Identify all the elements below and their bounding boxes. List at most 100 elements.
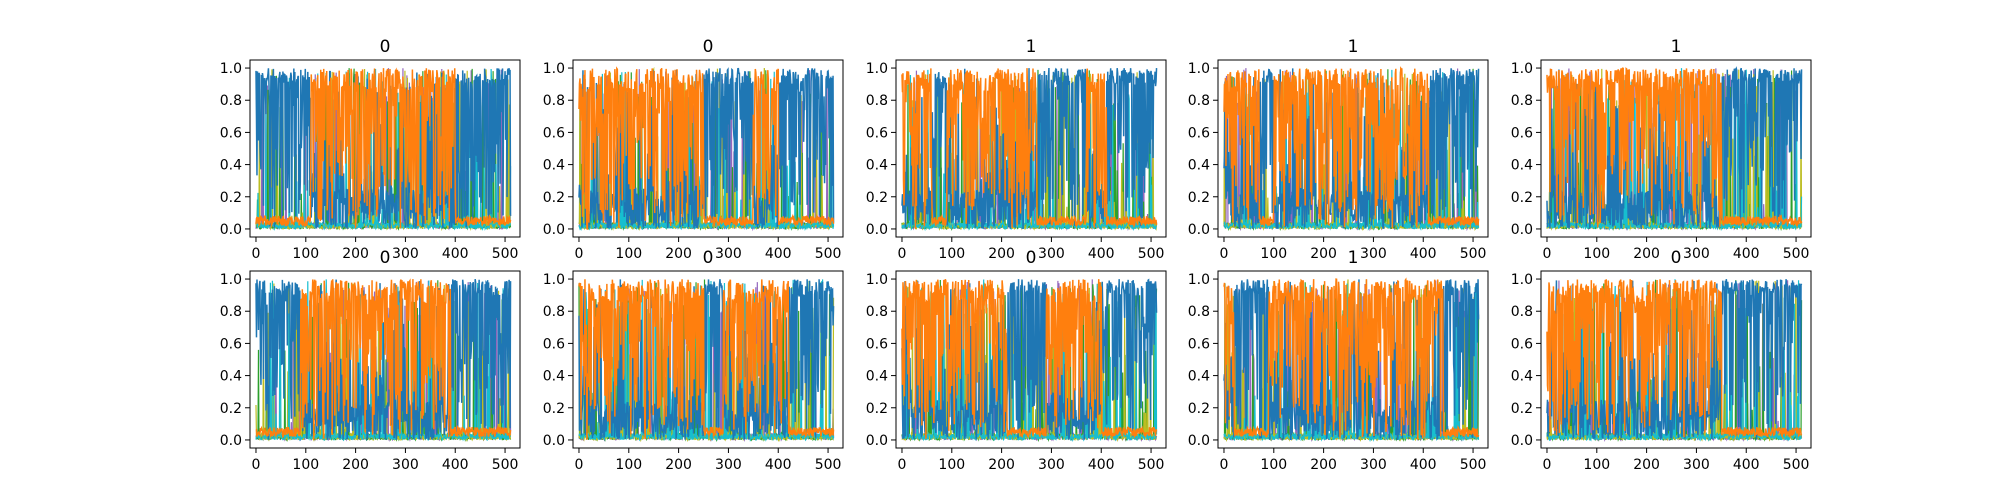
series-line-0 [255,68,512,229]
x-tick-label: 500 [1138,457,1165,473]
x-tick-label: 100 [615,457,642,473]
x-tick-label: 200 [342,246,369,262]
x-tick-label: 0 [1220,457,1229,473]
y-tick-label: 0.8 [866,304,888,320]
x-tick-label: 0 [898,246,907,262]
subplot-5: 0 100 200 300 400 500 0.0 0.2 0.4 0.6 0.8 1.0 0 [220,248,521,473]
y-tick-label: 1.0 [866,61,888,77]
series-line-0 [1223,68,1480,230]
plot-area [578,279,835,443]
y-tick-label: 1.0 [866,272,888,288]
subplot-8: 0 100 200 300 400 500 0.0 0.2 0.4 0.6 0.8 1.0 1 [1188,248,1489,473]
x-tick-label: 500 [492,246,519,262]
x-tick-label: 100 [292,457,319,473]
axes-frame [895,59,1167,238]
x-tick-label: 400 [442,457,469,473]
series-line-1 [1223,69,1480,231]
x-tick-label: 0 [898,457,907,473]
y-tick-label: 0.0 [543,433,565,449]
x-tick-label: 300 [715,246,742,262]
y-tick-label: 0.2 [543,401,565,417]
plot-area [901,67,1158,232]
subplot-title: 1 [1671,37,1682,57]
x-tick-label: 500 [1460,246,1487,262]
y-tick-label: 0.2 [543,190,565,206]
x-tick-label: 100 [938,246,965,262]
subplot-title: 0 [1026,248,1037,268]
y-tick-label: 0.2 [866,190,888,206]
plot-area [578,66,835,232]
series-line-5 [1223,277,1480,440]
y-tick-label: 0.0 [866,433,888,449]
x-tick-label: 0 [575,246,584,262]
x-tick-label: 400 [1733,457,1760,473]
x-tick-label: 200 [1633,457,1660,473]
axes-frame [1540,59,1812,238]
series-line-5 [578,279,835,440]
x-tick-label: 300 [1683,457,1710,473]
y-tick-label: 1.0 [220,61,242,77]
subplot-title: 0 [380,248,391,268]
x-tick-label: 400 [1410,457,1437,473]
y-tick-label: 0.6 [543,125,565,141]
y-tick-label: 0.8 [1511,304,1533,320]
x-tick-label: 300 [1038,457,1065,473]
x-tick-label: 500 [1460,457,1487,473]
y-tick-label: 0.0 [1188,222,1210,238]
y-tick-label: 0.0 [543,222,565,238]
x-tick-label: 400 [1410,246,1437,262]
y-tick-label: 0.8 [220,304,242,320]
x-tick-label: 300 [392,246,419,262]
x-tick-label: 300 [1360,246,1387,262]
plot-area [255,278,512,443]
y-tick-label: 0.4 [1188,369,1210,385]
x-tick-label: 100 [1260,246,1287,262]
y-tick-label: 0.0 [866,222,888,238]
y-tick-label: 1.0 [543,272,565,288]
y-tick-label: 0.8 [1188,304,1210,320]
plot-area [255,67,512,232]
y-tick-label: 0.8 [220,93,242,109]
y-tick-label: 0.0 [220,433,242,449]
series-line-5 [901,278,1158,439]
series-line-1 [578,279,835,442]
axes-frame [895,270,1167,449]
x-tick-label: 400 [442,246,469,262]
y-tick-label: 0.2 [220,401,242,417]
series-line-1 [901,69,1158,232]
axes-frame [1217,270,1489,449]
subplot-6: 0 100 200 300 400 500 0.0 0.2 0.4 0.6 0.8 1.0 0 [543,248,844,473]
plot-area [1223,277,1480,443]
x-tick-label: 300 [1683,246,1710,262]
y-tick-label: 0.0 [1511,222,1533,238]
y-tick-label: 1.0 [543,61,565,77]
series-line-0 [255,279,512,442]
x-tick-label: 500 [1783,246,1810,262]
x-tick-label: 300 [715,457,742,473]
x-tick-label: 100 [1260,457,1287,473]
axes-frame [1217,59,1489,238]
x-tick-label: 400 [1088,457,1115,473]
axes-frame [572,270,844,449]
series-line-5 [1223,66,1480,229]
y-tick-label: 0.0 [1511,433,1533,449]
x-tick-label: 500 [815,457,842,473]
y-tick-label: 0.6 [220,125,242,141]
y-tick-label: 0.4 [543,158,565,174]
subplot-1: 0 100 200 300 400 500 0.0 0.2 0.4 0.6 0.8 1.0 0 [543,37,844,262]
y-tick-label: 0.6 [1188,336,1210,352]
axes-frame [249,270,521,449]
x-tick-label: 200 [1633,246,1660,262]
y-tick-label: 0.6 [1511,336,1533,352]
x-tick-label: 400 [765,246,792,262]
y-tick-label: 0.8 [543,93,565,109]
y-tick-label: 0.2 [1188,401,1210,417]
y-tick-label: 1.0 [1511,61,1533,77]
y-tick-label: 0.6 [866,125,888,141]
y-tick-label: 0.4 [866,158,888,174]
subplot-title: 0 [703,37,714,57]
x-tick-label: 100 [615,246,642,262]
y-tick-label: 1.0 [1511,272,1533,288]
x-tick-label: 0 [252,457,261,473]
